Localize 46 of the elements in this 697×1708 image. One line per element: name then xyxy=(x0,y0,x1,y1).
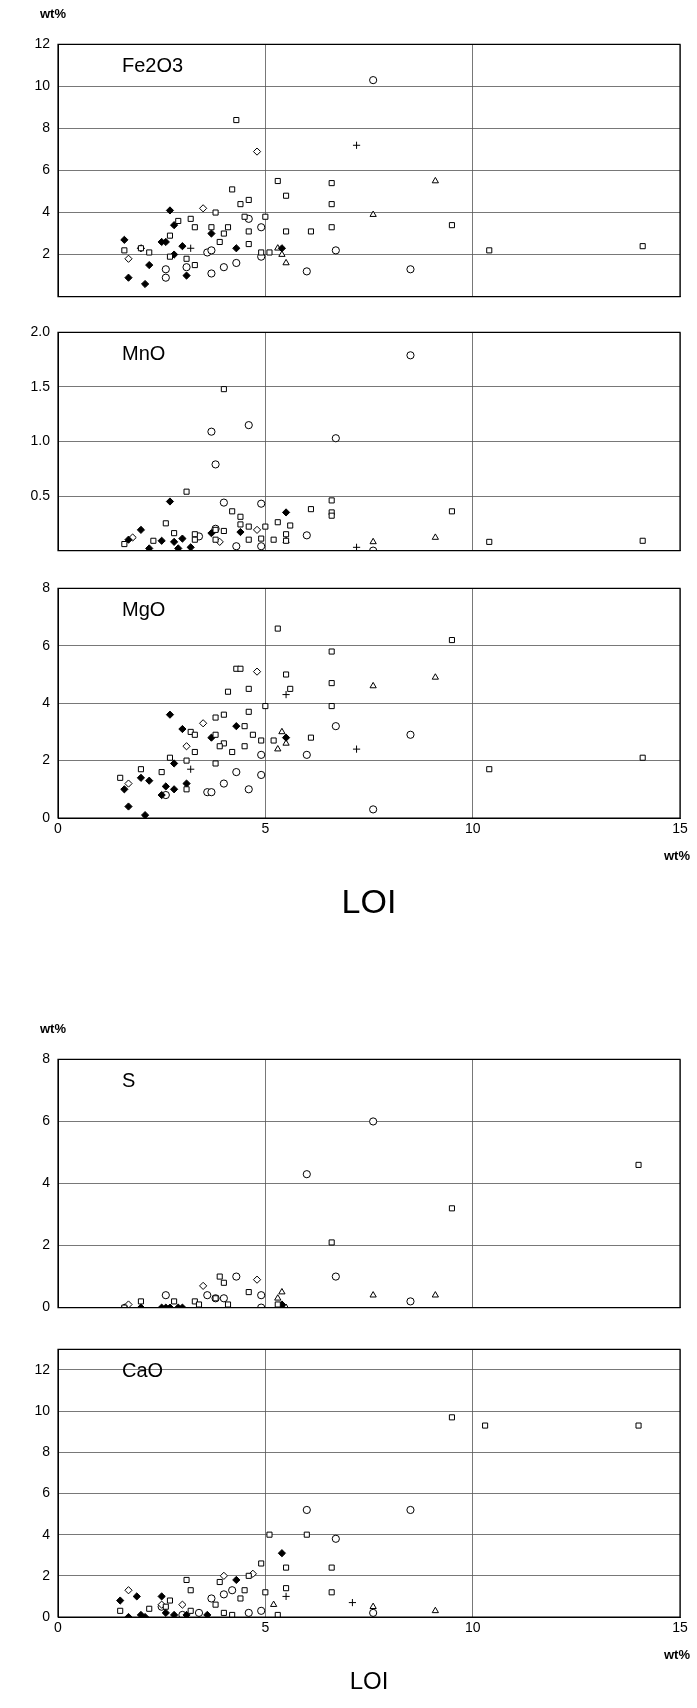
text: Fe2O3 xyxy=(122,54,184,77)
y-tick-label: 4 xyxy=(42,694,51,711)
y-tick-label: 12 xyxy=(34,35,51,52)
y-tick-label: 12 xyxy=(34,1360,51,1377)
y-tick-label: 2.0 xyxy=(30,323,51,340)
y-tick-label: 4 xyxy=(42,1525,51,1542)
y-tick-label: 6 xyxy=(42,1484,51,1501)
y-tick-label: 8 xyxy=(42,119,51,136)
y-tick-label: 1.0 xyxy=(30,432,51,449)
x-tick-label: 0 xyxy=(54,1619,63,1636)
text: MgO xyxy=(122,598,166,621)
text: MnO xyxy=(122,342,166,365)
text: wt% xyxy=(664,1647,690,1662)
x-axis-title: LOI xyxy=(348,1667,390,1695)
text: wt% xyxy=(664,848,690,863)
y-tick-label: 6 xyxy=(42,636,51,653)
y-tick-label: 2 xyxy=(42,245,51,262)
y-tick-label: 8 xyxy=(42,579,51,596)
y-tick-label: 2 xyxy=(42,1566,51,1583)
x-tick-label: 10 xyxy=(464,820,481,837)
y-axis-title: wt% xyxy=(40,6,66,21)
text: S xyxy=(122,1069,136,1092)
y-tick-label: 4 xyxy=(42,203,51,220)
x-tick-label: 5 xyxy=(261,820,270,837)
y-tick-label: 0 xyxy=(42,1607,51,1624)
x-axis-title: LOI xyxy=(340,882,398,921)
y-tick-label: 6 xyxy=(42,1112,51,1129)
x-tick-label: 15 xyxy=(672,820,688,837)
y-tick-label: 0.5 xyxy=(30,486,51,503)
y-tick-label: 10 xyxy=(34,1402,51,1419)
y-tick-label: 10 xyxy=(34,77,51,94)
text: CaO xyxy=(122,1359,164,1382)
y-tick-label: 2 xyxy=(42,751,51,768)
x-tick-label: 5 xyxy=(261,1619,270,1636)
y-tick-label: 1.5 xyxy=(30,377,51,394)
y-tick-label: 0 xyxy=(42,808,51,825)
y-tick-label: 8 xyxy=(42,1443,51,1460)
y-axis-title: wt% xyxy=(40,1021,66,1036)
x-tick-label: 0 xyxy=(54,820,63,837)
y-tick-label: 6 xyxy=(42,161,51,178)
x-tick-label: 10 xyxy=(464,1619,481,1636)
x-tick-label: 15 xyxy=(672,1619,688,1636)
y-tick-label: 2 xyxy=(42,1236,51,1253)
y-tick-label: 0 xyxy=(42,1298,51,1315)
y-tick-label: 4 xyxy=(42,1174,51,1191)
y-tick-label: 8 xyxy=(42,1050,51,1067)
